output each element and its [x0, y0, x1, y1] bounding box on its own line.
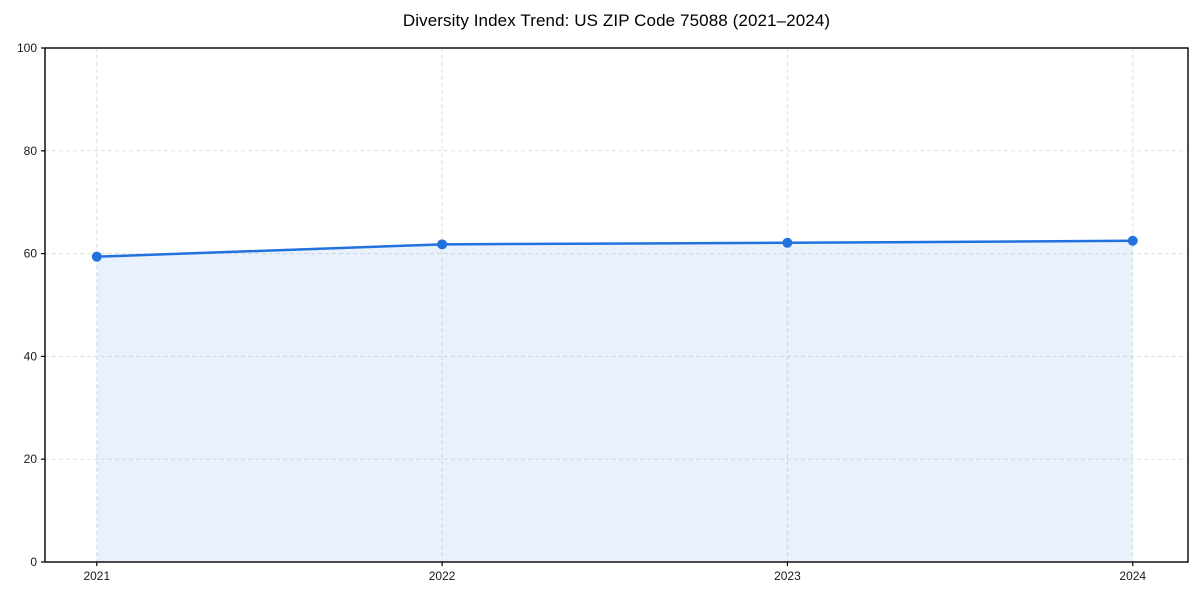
data-point [1127, 235, 1138, 246]
x-tick-label: 2023 [774, 569, 801, 583]
y-tick-label: 100 [17, 41, 37, 55]
data-point [782, 237, 793, 248]
x-tick-label: 2024 [1119, 569, 1146, 583]
chart-title: Diversity Index Trend: US ZIP Code 75088… [402, 11, 831, 30]
data-point [437, 239, 448, 250]
y-tick-label: 60 [24, 247, 38, 261]
plot-border [44, 47, 1189, 563]
y-tick-label: 80 [24, 144, 38, 158]
y-tick-label: 20 [24, 452, 38, 466]
x-tick-label: 2022 [429, 569, 456, 583]
data-point [91, 251, 102, 262]
y-tick-label: 0 [30, 555, 37, 569]
y-tick-label: 40 [24, 349, 38, 363]
x-tick-label: 2021 [83, 569, 110, 583]
area-fill [96, 240, 1133, 562]
trend-line [95, 239, 1134, 258]
